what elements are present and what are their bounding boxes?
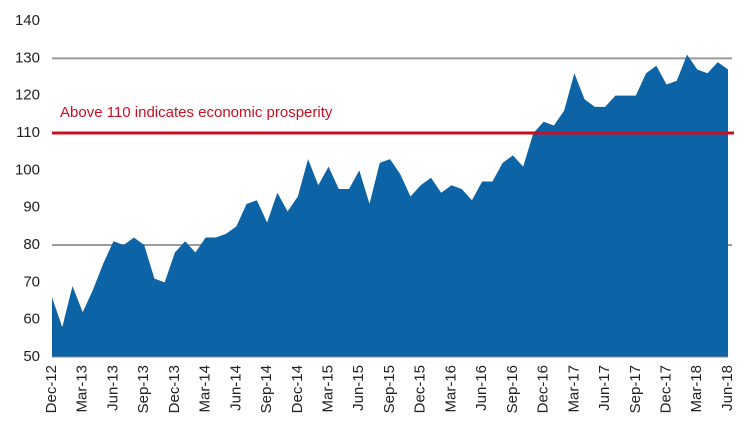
x-tick-label: Jun-17 [596,365,613,411]
x-tick-label: Mar-16 [442,365,459,413]
x-tick-label: Mar-14 [197,365,214,413]
x-tick-label: Sep-14 [258,365,275,413]
x-tick-label: Jun-13 [104,365,121,411]
x-tick-label: Mar-15 [320,365,337,413]
x-tick-label: Dec-13 [166,365,183,413]
x-tick-label: Sep-15 [381,365,398,413]
y-tick-label: 80 [23,236,40,253]
x-tick-label: Dec-14 [289,365,306,413]
x-tick-label: Dec-12 [43,365,60,413]
y-tick-label: 60 [23,311,40,328]
x-tick-label: Sep-16 [504,365,521,413]
x-tick-label: Mar-17 [565,365,582,413]
annotation: Above 110 indicates economic prosperity [60,104,333,121]
x-tick-label: Dec-15 [412,365,429,413]
x-tick-label: Sep-17 [627,365,644,413]
y-tick-label: 100 [15,161,40,178]
x-tick-label: Mar-13 [74,365,91,413]
y-tick-label: 140 [15,12,40,29]
area [52,54,728,357]
x-tick-label: Jun-14 [227,365,244,411]
y-tick-label: 110 [16,124,40,141]
x-tick-label: Mar-18 [688,365,705,413]
x-tick-label: Jun-16 [473,365,490,411]
y-tick-label: 120 [15,87,40,104]
x-tick-label: Jun-18 [719,365,736,411]
x-tick-label: Sep-13 [135,365,152,413]
x-tick-label: Dec-17 [658,365,675,413]
y-tick-label: 90 [23,199,40,216]
x-tick-label: Jun-15 [350,365,367,411]
y-tick-label: 50 [23,348,40,365]
y-tick-label: 70 [23,273,40,290]
x-tick-label: Dec-16 [535,365,552,413]
y-tick-label: 130 [15,49,40,66]
